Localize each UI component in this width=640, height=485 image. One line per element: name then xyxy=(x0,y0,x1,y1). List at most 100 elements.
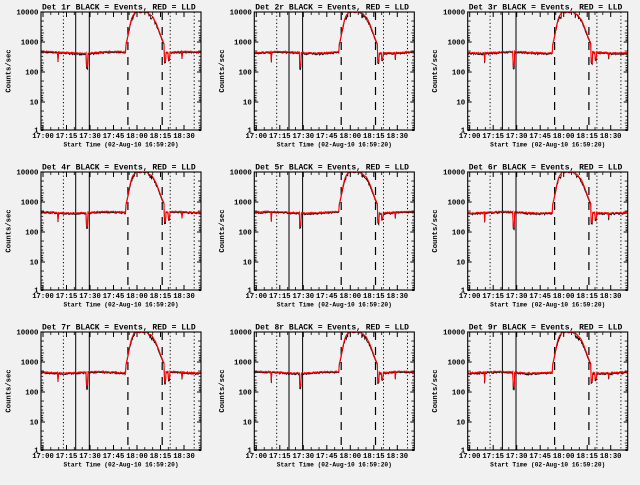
svg-text:17:45: 17:45 xyxy=(529,133,551,141)
svg-text:18:15: 18:15 xyxy=(363,293,385,301)
svg-text:17:00: 17:00 xyxy=(459,453,481,461)
svg-text:10: 10 xyxy=(30,260,39,268)
svg-text:17:30: 17:30 xyxy=(293,293,315,301)
svg-text:10000: 10000 xyxy=(443,10,466,18)
svg-text:17:00: 17:00 xyxy=(32,293,54,301)
svg-text:10000: 10000 xyxy=(230,330,253,338)
svg-text:17:45: 17:45 xyxy=(316,453,338,461)
svg-text:10: 10 xyxy=(456,100,465,108)
svg-text:17:30: 17:30 xyxy=(506,133,528,141)
svg-text:Start Time (02-Aug-10 16:59:20: Start Time (02-Aug-10 16:59:20) xyxy=(277,142,392,149)
svg-text:17:45: 17:45 xyxy=(103,133,125,141)
svg-text:100: 100 xyxy=(25,70,39,78)
svg-text:18:30: 18:30 xyxy=(600,133,622,141)
svg-text:1000: 1000 xyxy=(21,360,39,368)
svg-text:18:30: 18:30 xyxy=(387,453,409,461)
svg-text:10000: 10000 xyxy=(16,170,39,178)
svg-text:Counts/sec: Counts/sec xyxy=(432,369,440,412)
svg-text:Counts/sec: Counts/sec xyxy=(219,49,227,92)
svg-text:17:00: 17:00 xyxy=(32,453,54,461)
svg-text:Start Time (02-Aug-10 16:59:20: Start Time (02-Aug-10 16:59:20) xyxy=(63,302,178,309)
svg-text:18:15: 18:15 xyxy=(150,133,172,141)
svg-text:1000: 1000 xyxy=(21,40,39,48)
svg-text:Start Time (02-Aug-10 16:59:20: Start Time (02-Aug-10 16:59:20) xyxy=(277,302,392,309)
svg-text:Counts/sec: Counts/sec xyxy=(219,369,227,412)
svg-text:100: 100 xyxy=(238,390,252,398)
svg-text:18:15: 18:15 xyxy=(363,453,385,461)
svg-text:18:15: 18:15 xyxy=(576,453,598,461)
svg-text:18:15: 18:15 xyxy=(576,133,598,141)
svg-text:Det 3r BLACK = Events, RED = L: Det 3r BLACK = Events, RED = LLD xyxy=(469,3,623,12)
svg-text:1000: 1000 xyxy=(234,200,252,208)
svg-text:17:45: 17:45 xyxy=(529,453,551,461)
svg-text:17:45: 17:45 xyxy=(103,453,125,461)
svg-text:1000: 1000 xyxy=(447,40,465,48)
svg-text:Start Time (02-Aug-10 16:59:20: Start Time (02-Aug-10 16:59:20) xyxy=(490,462,605,469)
svg-text:18:15: 18:15 xyxy=(576,293,598,301)
svg-text:18:00: 18:00 xyxy=(340,133,362,141)
svg-text:100: 100 xyxy=(25,230,39,238)
svg-text:17:30: 17:30 xyxy=(293,133,315,141)
svg-text:Start Time (02-Aug-10 16:59:20: Start Time (02-Aug-10 16:59:20) xyxy=(277,462,392,469)
svg-text:18:15: 18:15 xyxy=(150,293,172,301)
svg-text:17:15: 17:15 xyxy=(482,133,504,141)
svg-text:Counts/sec: Counts/sec xyxy=(219,209,227,252)
svg-text:17:15: 17:15 xyxy=(269,293,291,301)
svg-text:Det 6r BLACK = Events, RED = L: Det 6r BLACK = Events, RED = LLD xyxy=(469,163,623,172)
svg-text:Det 8r BLACK = Events, RED = L: Det 8r BLACK = Events, RED = LLD xyxy=(255,323,409,332)
svg-text:10: 10 xyxy=(243,420,252,428)
svg-text:18:00: 18:00 xyxy=(126,453,148,461)
svg-text:18:30: 18:30 xyxy=(173,133,195,141)
svg-text:10000: 10000 xyxy=(16,330,39,338)
svg-text:Counts/sec: Counts/sec xyxy=(6,369,14,412)
svg-text:10000: 10000 xyxy=(16,10,39,18)
svg-text:17:00: 17:00 xyxy=(459,293,481,301)
svg-text:10000: 10000 xyxy=(230,10,253,18)
svg-text:18:00: 18:00 xyxy=(340,293,362,301)
svg-text:Counts/sec: Counts/sec xyxy=(6,209,14,252)
svg-text:Det 7r BLACK = Events, RED = L: Det 7r BLACK = Events, RED = LLD xyxy=(42,323,196,332)
svg-text:Start Time (02-Aug-10 16:59:20: Start Time (02-Aug-10 16:59:20) xyxy=(63,462,178,469)
svg-text:Det 2r BLACK = Events, RED = L: Det 2r BLACK = Events, RED = LLD xyxy=(255,3,409,12)
svg-text:17:30: 17:30 xyxy=(79,133,101,141)
svg-text:18:30: 18:30 xyxy=(600,293,622,301)
svg-text:Det 4r BLACK = Events, RED = L: Det 4r BLACK = Events, RED = LLD xyxy=(42,163,196,172)
svg-text:17:15: 17:15 xyxy=(482,453,504,461)
svg-text:17:00: 17:00 xyxy=(246,293,268,301)
svg-text:10: 10 xyxy=(30,420,39,428)
svg-text:100: 100 xyxy=(452,230,466,238)
svg-text:1000: 1000 xyxy=(447,360,465,368)
svg-text:17:30: 17:30 xyxy=(79,453,101,461)
svg-text:100: 100 xyxy=(452,390,466,398)
svg-text:Counts/sec: Counts/sec xyxy=(432,209,440,252)
svg-text:17:15: 17:15 xyxy=(56,293,78,301)
svg-text:1000: 1000 xyxy=(234,40,252,48)
svg-text:10: 10 xyxy=(456,420,465,428)
svg-text:Det 1r BLACK = Events, RED = L: Det 1r BLACK = Events, RED = LLD xyxy=(42,3,196,12)
svg-text:10: 10 xyxy=(456,260,465,268)
svg-text:17:30: 17:30 xyxy=(293,453,315,461)
svg-text:1000: 1000 xyxy=(447,200,465,208)
svg-text:Start Time (02-Aug-10 16:59:20: Start Time (02-Aug-10 16:59:20) xyxy=(490,302,605,309)
svg-text:100: 100 xyxy=(238,70,252,78)
svg-text:17:00: 17:00 xyxy=(246,133,268,141)
svg-text:10000: 10000 xyxy=(443,330,466,338)
svg-text:17:15: 17:15 xyxy=(56,453,78,461)
svg-text:18:30: 18:30 xyxy=(600,453,622,461)
svg-text:17:00: 17:00 xyxy=(459,133,481,141)
svg-text:Counts/sec: Counts/sec xyxy=(432,49,440,92)
svg-text:10: 10 xyxy=(243,100,252,108)
svg-text:17:45: 17:45 xyxy=(103,293,125,301)
svg-text:18:00: 18:00 xyxy=(126,133,148,141)
svg-text:18:00: 18:00 xyxy=(126,293,148,301)
svg-text:17:15: 17:15 xyxy=(269,453,291,461)
svg-text:18:00: 18:00 xyxy=(553,293,575,301)
svg-text:17:45: 17:45 xyxy=(529,293,551,301)
svg-text:17:15: 17:15 xyxy=(56,133,78,141)
svg-text:10: 10 xyxy=(243,260,252,268)
svg-text:17:30: 17:30 xyxy=(79,293,101,301)
svg-text:Counts/sec: Counts/sec xyxy=(6,49,14,92)
svg-text:18:15: 18:15 xyxy=(150,453,172,461)
svg-text:1000: 1000 xyxy=(21,200,39,208)
svg-text:18:30: 18:30 xyxy=(173,293,195,301)
